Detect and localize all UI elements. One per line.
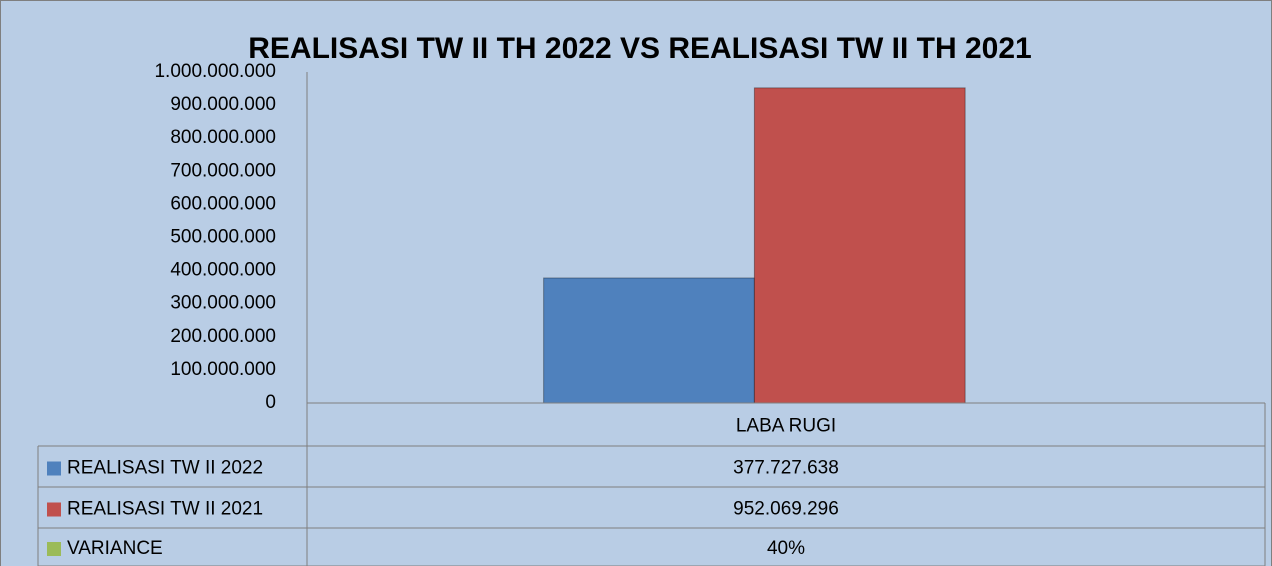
y-tick-label: 300.000.000 — [170, 293, 276, 314]
y-tick-label: 800.000.000 — [170, 127, 276, 148]
y-tick-label: 0 — [265, 392, 276, 413]
legend-label: VARIANCE — [67, 538, 163, 559]
bar — [543, 277, 755, 404]
y-tick-label: 700.000.000 — [170, 160, 276, 181]
category-label: LABA RUGI — [736, 416, 836, 437]
chart-title: REALISASI TW II TH 2022 VS REALISASI TW … — [248, 32, 1032, 65]
y-tick-label: 600.000.000 — [170, 193, 276, 214]
legend-swatch — [47, 461, 61, 476]
y-tick-label: 100.000.000 — [170, 359, 276, 380]
table-value: 952.069.296 — [733, 499, 839, 520]
legend-swatch — [47, 542, 61, 556]
y-tick-label: 400.000.000 — [170, 260, 276, 281]
bar — [753, 87, 966, 404]
y-tick-label: 500.000.000 — [170, 227, 276, 248]
legend-label: REALISASI TW II 2021 — [67, 499, 263, 520]
y-tick-label: 200.000.000 — [170, 326, 276, 347]
y-tick-label: 1.000.000.000 — [154, 61, 276, 82]
y-tick-label: 900.000.000 — [170, 94, 276, 115]
table-value: 377.727.638 — [733, 458, 839, 479]
legend-swatch — [47, 502, 61, 517]
legend-label: REALISASI TW II 2022 — [67, 458, 263, 479]
table-value: 40% — [767, 538, 805, 559]
